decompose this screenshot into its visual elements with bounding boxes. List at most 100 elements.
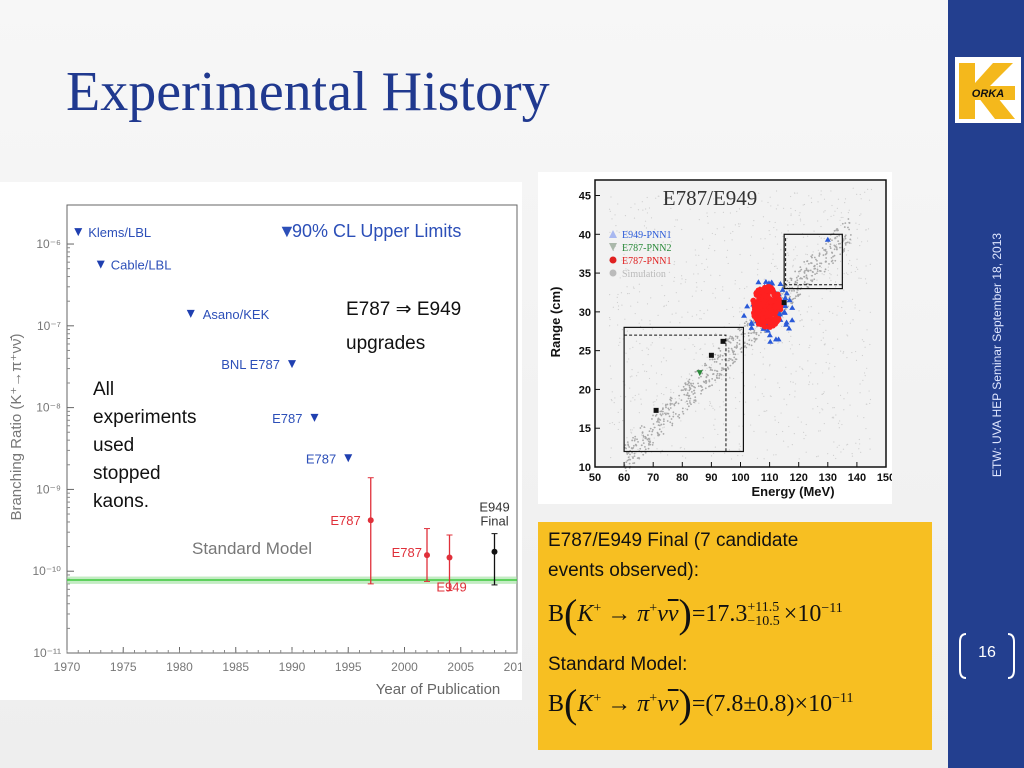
simulation-point xyxy=(801,277,803,280)
simulation-point xyxy=(734,338,737,340)
simulation-point xyxy=(832,262,834,265)
simulation-point xyxy=(710,274,712,276)
simulation-point xyxy=(714,446,716,448)
simulation-point xyxy=(738,343,741,345)
simulation-point xyxy=(828,310,831,313)
simulation-point xyxy=(788,289,791,292)
simulation-point xyxy=(619,341,621,343)
simulation-point xyxy=(753,329,756,332)
simulation-point xyxy=(849,404,851,406)
simulation-point xyxy=(781,297,784,299)
simulation-point xyxy=(820,339,822,341)
simulation-point xyxy=(689,397,692,400)
simulation-point xyxy=(756,457,759,459)
simulation-point xyxy=(618,231,620,234)
simulation-point xyxy=(737,353,739,355)
simulation-point xyxy=(704,408,706,410)
footer-sidebar-text: ETW: UVA HEP Seminar September 18, 2013 xyxy=(990,232,1004,478)
simulation-point xyxy=(697,385,700,388)
simulation-point xyxy=(868,390,870,392)
simulation-point xyxy=(640,403,642,405)
simulation-point xyxy=(648,259,651,261)
e787-pnn1-event xyxy=(750,297,757,303)
simulation-point xyxy=(730,458,733,460)
simulation-point xyxy=(646,370,648,373)
simulation-point xyxy=(817,455,819,457)
simulation-point xyxy=(644,448,647,451)
simulation-point xyxy=(793,289,795,292)
simulation-point xyxy=(740,351,743,354)
simulation-point xyxy=(860,451,862,453)
simulation-point xyxy=(774,419,776,421)
simulation-point xyxy=(657,195,659,197)
simulation-point xyxy=(670,348,672,350)
simulation-point xyxy=(750,332,753,335)
simulation-point xyxy=(865,229,867,231)
simulation-point xyxy=(796,282,799,284)
simulation-point xyxy=(661,449,664,452)
simulation-point xyxy=(660,410,663,413)
simulation-point xyxy=(630,229,632,232)
simulation-point xyxy=(690,391,693,393)
e949-pnn1-event xyxy=(782,295,789,301)
simulation-point xyxy=(821,408,823,410)
simulation-point xyxy=(842,448,845,450)
simulation-point xyxy=(719,350,722,352)
simulation-point xyxy=(667,407,670,410)
simulation-point xyxy=(706,356,708,358)
simulation-point xyxy=(651,428,654,431)
simulation-point xyxy=(617,428,619,431)
simulation-point xyxy=(617,411,619,413)
simulation-point xyxy=(616,230,618,232)
simulation-point xyxy=(792,381,794,383)
simulation-point xyxy=(827,266,829,268)
y-axis-label: Range (cm) xyxy=(548,287,563,358)
simulation-point xyxy=(740,311,743,313)
simulation-point xyxy=(625,469,628,472)
simulation-point xyxy=(716,372,719,375)
e787-pnn1-event xyxy=(755,308,761,314)
simulation-point xyxy=(705,375,708,378)
simulation-point xyxy=(671,424,674,427)
simulation-point xyxy=(662,433,665,435)
simulation-point xyxy=(805,434,807,436)
simulation-point xyxy=(643,426,646,429)
simulation-point xyxy=(719,355,721,358)
simulation-point xyxy=(637,301,639,303)
simulation-point xyxy=(625,461,628,464)
simulation-point xyxy=(763,410,765,412)
simulation-point xyxy=(794,246,797,248)
simulation-point xyxy=(628,358,630,360)
simulation-point xyxy=(867,228,870,230)
simulation-point xyxy=(704,369,707,372)
simulation-point xyxy=(769,233,771,236)
simulation-point xyxy=(839,253,842,256)
simulation-point xyxy=(671,313,673,315)
simulation-point xyxy=(734,360,736,363)
simulation-point xyxy=(859,392,861,394)
simulation-point xyxy=(714,428,716,430)
simulation-point xyxy=(825,329,827,331)
simulation-point xyxy=(865,428,867,430)
simulation-point xyxy=(851,351,853,354)
simulation-point xyxy=(729,335,732,338)
simulation-point xyxy=(711,377,714,380)
simulation-point xyxy=(805,451,807,453)
simulation-point xyxy=(825,361,827,364)
simulation-point xyxy=(683,393,686,396)
simulation-point xyxy=(764,410,766,412)
simulation-point xyxy=(763,395,765,398)
simulation-point xyxy=(715,370,718,372)
simulation-point xyxy=(735,358,738,361)
simulation-point xyxy=(652,401,654,403)
simulation-point xyxy=(820,266,822,269)
simulation-point xyxy=(699,318,701,320)
simulation-point xyxy=(690,383,692,385)
simulation-point xyxy=(653,404,655,406)
simulation-point xyxy=(698,376,700,379)
simulation-point xyxy=(646,347,648,349)
simulation-point xyxy=(682,412,685,415)
simulation-point xyxy=(731,239,733,241)
e787-pnn1-event xyxy=(775,316,781,323)
simulation-point xyxy=(796,279,799,282)
